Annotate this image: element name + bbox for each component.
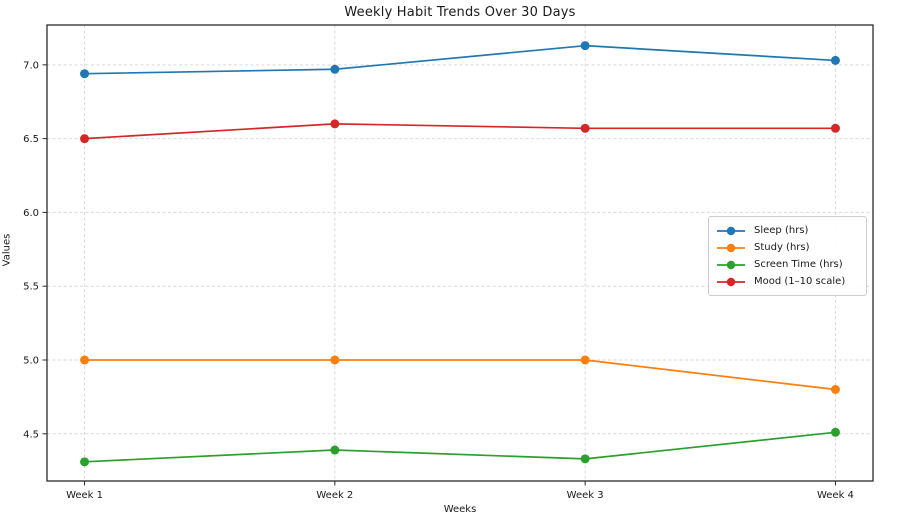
legend-label: Mood (1–10 scale) — [754, 276, 846, 287]
data-point — [330, 119, 340, 129]
data-point — [80, 457, 90, 467]
data-point — [580, 41, 590, 51]
y-tick-label: 5.0 — [23, 355, 39, 366]
series-line-Sleep (hrs) — [83, 44, 837, 75]
data-point — [80, 69, 90, 79]
x-tick-label: Week 3 — [567, 490, 604, 501]
legend-line-sample — [717, 243, 745, 252]
legend-line-sample — [717, 260, 745, 269]
chart-title: Weekly Habit Trends Over 30 Days — [344, 5, 576, 20]
legend-item: Study (hrs) — [716, 239, 858, 256]
data-point — [80, 134, 90, 144]
y-tick-label: 7.0 — [23, 60, 39, 71]
legend: Sleep (hrs) Study (hrs) Screen Time (hrs… — [708, 216, 867, 296]
data-point — [580, 123, 590, 133]
x-tick-label: Week 2 — [316, 490, 353, 501]
data-point — [580, 454, 590, 464]
legend-line-sample — [717, 226, 745, 235]
legend-label: Study (hrs) — [754, 242, 810, 253]
data-point — [830, 123, 840, 133]
series-line-Mood (1–10 scale) — [83, 123, 837, 140]
axes-frame — [46, 24, 874, 482]
legend-item: Screen Time (hrs) — [716, 256, 858, 273]
data-point — [330, 64, 340, 74]
series-line-Study (hrs) — [83, 359, 837, 391]
y-tick-label: 5.5 — [23, 282, 39, 293]
data-point — [830, 427, 840, 437]
data-point — [330, 355, 340, 365]
x-axis-label: Weeks — [443, 504, 477, 515]
x-tick-label: Week 1 — [66, 490, 103, 501]
y-tick-label: 6.5 — [23, 134, 39, 145]
legend-label: Screen Time (hrs) — [754, 259, 843, 270]
legend-item: Mood (1–10 scale) — [716, 273, 858, 290]
y-tick-label: 4.5 — [23, 429, 39, 440]
series-line-Screen Time (hrs) — [83, 431, 837, 463]
data-point — [580, 355, 590, 365]
x-tick-label: Week 4 — [817, 490, 854, 501]
legend-item: Sleep (hrs) — [716, 222, 858, 239]
y-axis-label: Values — [1, 233, 13, 267]
y-tick-label: 6.0 — [23, 208, 39, 219]
legend-line-sample — [717, 277, 745, 286]
data-point — [830, 55, 840, 65]
legend-label: Sleep (hrs) — [754, 225, 809, 236]
data-point — [80, 355, 90, 365]
data-point — [330, 445, 340, 455]
data-point — [830, 385, 840, 395]
